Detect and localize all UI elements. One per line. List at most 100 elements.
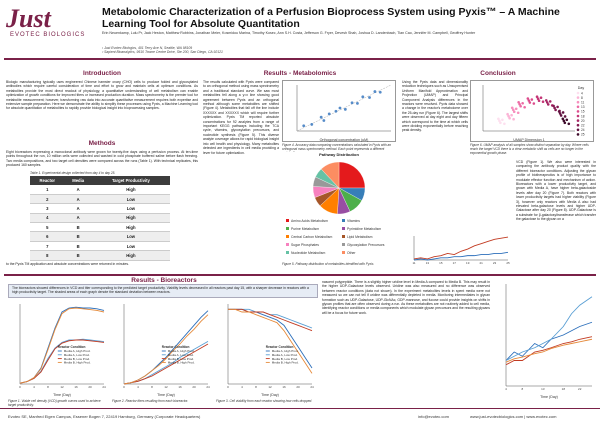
umap-point [519, 104, 522, 108]
conclusion-text-2: VCD (Figure 1). We also were interested … [516, 160, 596, 222]
table-header-target-productivity: Target Productivity [91, 176, 170, 185]
series-line [228, 308, 313, 369]
umap-legend-label: 8 [581, 96, 583, 100]
pca-scatter-plot: Orthogonal concentration (uM) [282, 80, 396, 142]
umap-point [556, 105, 559, 109]
umap-point [511, 108, 515, 112]
legend-label: Media B, Low Prod. [168, 357, 194, 361]
legend-label: Media A, Low Prod. [272, 353, 298, 357]
logo-wordmark: Just [6, 4, 51, 33]
conclusion-heading: Conclusion [480, 70, 516, 77]
scatter-point [361, 95, 365, 99]
x-tick-label: 24 [102, 385, 106, 389]
vcd-caption: Figure 1. Viable cell density (VCD) grow… [8, 399, 101, 407]
x-tick-label: 0 [123, 385, 125, 389]
vcd-plot: 0 4 8 12 16 20 24 Time (Day) Reactor Condition Me… [8, 300, 108, 398]
viability-caption: Figure 3. Cell viability from each react… [216, 399, 313, 403]
umap-legend-label: 25 [581, 133, 585, 137]
umap-point [546, 103, 550, 106]
x-tick-label: 8 [151, 385, 153, 389]
series-line [505, 321, 593, 361]
scatter-point [373, 90, 377, 93]
scatter-point [302, 124, 306, 128]
umap-point [507, 114, 510, 118]
umap-point [510, 113, 513, 117]
table-cell-media: A [64, 213, 92, 224]
x-tick-label: 21 [479, 261, 483, 265]
umap-point [499, 121, 502, 125]
pathway-caption: Figure 5. Pathway distribution of metabo… [282, 262, 374, 266]
legend-label: Glycosylation Precursors [347, 243, 385, 247]
x-axis-label: Time (Day) [53, 393, 71, 397]
x-axis-label: Orthogonal concentration (uM) [320, 138, 369, 142]
bioreactors-discussion-text: nascent polypeptide. There is a slightly… [322, 280, 490, 315]
umap-point [512, 117, 515, 121]
legend-swatch [342, 251, 345, 254]
table-row: 6 B Low [30, 231, 170, 242]
x-tick-label: 25 [506, 261, 510, 265]
scatter-point [356, 102, 359, 105]
umap-caption: Figure 6. UMAP analysis of all samples s… [470, 143, 589, 155]
pathway-distribution-chart: Pathway Distribution Amino Acids Metabol… [282, 152, 396, 262]
methods-heading: Methods [88, 140, 116, 147]
table-row: 8 B High [30, 250, 170, 261]
table-row: 7 B Low [30, 241, 170, 252]
table-row: 1 A High [30, 185, 170, 195]
legend-swatch [342, 227, 345, 230]
umap-legend-dot [576, 123, 580, 127]
scatter-point [322, 119, 326, 122]
poster-footer: Evotec SE, Manfred Eigen Campus, Essener… [0, 408, 600, 424]
umap-point [539, 96, 543, 100]
scatter-point [343, 107, 347, 111]
umap-point [506, 112, 509, 116]
legend-swatch [342, 243, 345, 246]
umap-point [517, 100, 520, 104]
umap-legend-label: 18 [581, 114, 585, 118]
table-header-row: Reactor Media Target Productivity [30, 176, 170, 185]
legend-label: Media B, High Prod. [272, 361, 299, 365]
legend-label: Nucleotide Metabolism [291, 251, 325, 255]
reactor-conditions-table: Reactor Media Target Productivity 1 A High… [30, 176, 170, 261]
umap-legend-label: 22 [581, 124, 585, 128]
umap-legend-dot [576, 128, 580, 132]
legend-label: Other [347, 251, 356, 255]
x-tick-label: 18 [562, 387, 566, 391]
methods-closing-text: to the Pyxis TM application and absolute… [6, 262, 130, 266]
x-tick-label: 20 [88, 385, 92, 389]
footer-website-links[interactable]: www.just-evotecbiologics.com | www.evote… [470, 414, 557, 419]
x-tick-label: 0 [227, 385, 229, 389]
pie-slice [320, 161, 340, 189]
umap-point [554, 108, 557, 112]
footer-email-link[interactable]: info@evotec.com [418, 414, 449, 419]
legend-swatch [286, 219, 289, 222]
umap-point [510, 106, 514, 110]
scatter-point [368, 96, 371, 99]
table-cell-reactor: 2 [30, 194, 65, 205]
umap-legend-dot [576, 119, 580, 122]
x-tick-label: 4 [505, 387, 507, 391]
umap-legend-dot [576, 91, 580, 95]
umap-point [514, 107, 518, 111]
scatter-point [378, 90, 382, 94]
umap-point [563, 115, 567, 118]
x-tick-label: 4 [33, 385, 35, 389]
umap-point [497, 117, 500, 121]
x-axis-label: Time (Day) [540, 395, 558, 399]
x-tick-label: 17 [453, 261, 457, 265]
umap-legend-label: 13 [581, 105, 585, 109]
affiliations: ¹ Just Evotec Biologics, 401 Terry Ave N… [102, 46, 592, 55]
series-line [19, 307, 105, 384]
table-cell-media: A [64, 194, 92, 205]
titer-plot: 0 4 8 12 16 20 24 Time (Day) Reactor Condition Me… [112, 300, 212, 398]
legend-label: Media A, Low Prod. [168, 353, 194, 357]
x-tick-label: 13 [426, 261, 430, 265]
bioreactors-divider [4, 274, 596, 276]
x-tick-label: 4 [137, 385, 139, 389]
umap-point [561, 111, 565, 114]
table-cell-target: High [91, 213, 170, 224]
umap-legend-label: 20 [581, 119, 585, 123]
x-tick-label: 12 [164, 385, 168, 389]
table-row: 4 A High [30, 213, 170, 224]
pie-slice [338, 161, 366, 189]
